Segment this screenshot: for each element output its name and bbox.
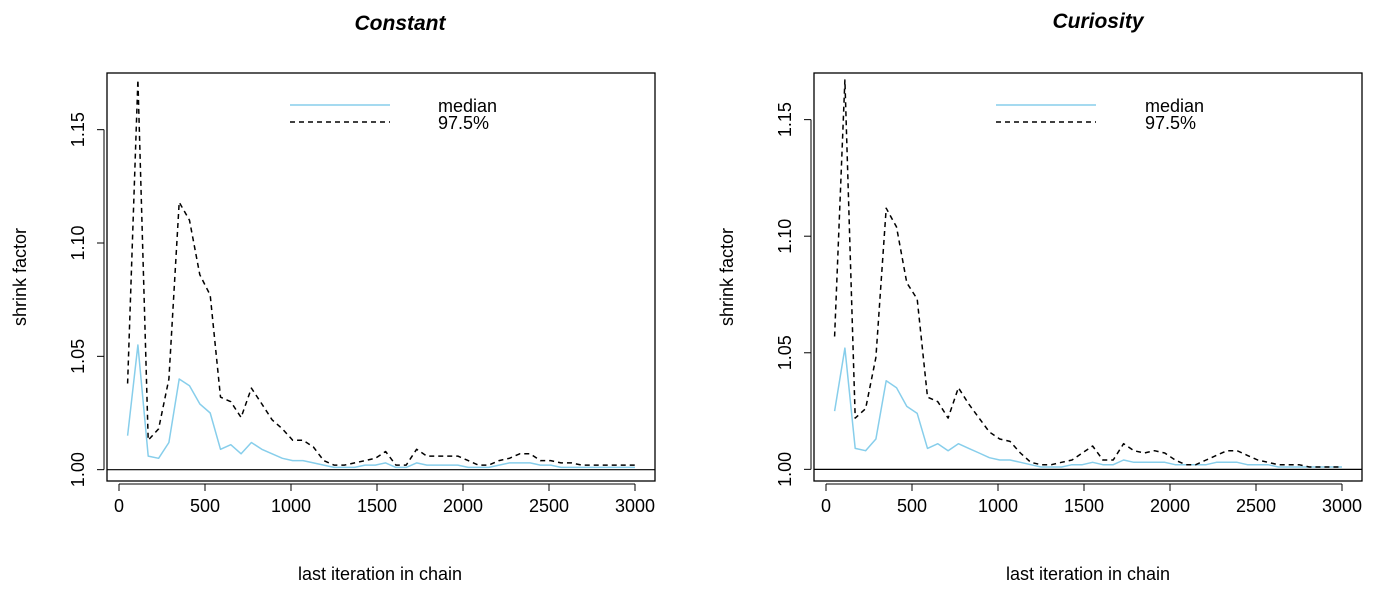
x-tick-label: 2500 (529, 496, 569, 516)
series-line-median (833, 347, 1342, 468)
y-axis: 1.00 1.05 1.10 1.15 (775, 102, 812, 487)
chart-title: Curiosity (1052, 10, 1144, 33)
chart-title: Constant (355, 12, 447, 35)
plot-frame (106, 72, 656, 482)
y-tick-label: 1.00 (775, 452, 795, 487)
y-tick-label: 1.05 (775, 335, 795, 370)
legend: median 97.5% (290, 96, 497, 133)
x-tick-label: 2000 (443, 496, 483, 516)
series-line-97-5- (833, 79, 1342, 468)
legend: median 97.5% (996, 96, 1204, 133)
x-tick-label: 1000 (978, 496, 1018, 516)
x-tick-label: 1500 (357, 496, 397, 516)
y-tick-label: 1.15 (775, 102, 795, 137)
x-axis-label: last iteration in chain (1006, 564, 1170, 584)
legend-label-median: median (438, 96, 497, 116)
x-tick-label: 3000 (1322, 496, 1362, 516)
x-tick-label: 1500 (1064, 496, 1104, 516)
legend-label-97-5: 97.5% (438, 113, 489, 133)
x-tick-label: 2000 (1150, 496, 1190, 516)
y-tick-label: 1.00 (68, 452, 88, 487)
panel-constant: Constant 0 500 1000 1500 2000 2500 3000 1.001.… (10, 12, 656, 584)
series-line-median (126, 344, 635, 469)
y-axis: 1.00 1.05 1.10 1.15 (68, 112, 105, 487)
plot-frame (813, 72, 1363, 482)
x-tick-label: 500 (190, 496, 220, 516)
y-tick-label: 1.10 (775, 219, 795, 254)
y-axis-label: shrink factor (10, 228, 30, 326)
x-tick-label: 2500 (1236, 496, 1276, 516)
series-group (833, 79, 1342, 468)
panel-curiosity: Curiosity 0 500 1000 1500 2000 2500 3000 1.001… (717, 10, 1363, 584)
x-tick-label: 1000 (271, 496, 311, 516)
x-axis: 0 500 1000 1500 2000 2500 3000 (821, 483, 1362, 516)
legend-label-median: median (1145, 96, 1204, 116)
y-tick-label: 1.15 (68, 112, 88, 147)
x-axis-label: last iteration in chain (298, 564, 462, 584)
legend-label-97-5: 97.5% (1145, 113, 1196, 133)
x-tick-label: 0 (821, 496, 831, 516)
x-tick-label: 3000 (615, 496, 655, 516)
series-line-97-5- (126, 79, 635, 466)
x-axis: 0 500 1000 1500 2000 2500 3000 (114, 483, 655, 516)
x-tick-label: 500 (897, 496, 927, 516)
series-group (126, 79, 635, 469)
x-tick-label: 0 (114, 496, 124, 516)
y-tick-label: 1.05 (68, 339, 88, 374)
y-axis-label: shrink factor (717, 228, 737, 326)
y-tick-label: 1.10 (68, 225, 88, 260)
